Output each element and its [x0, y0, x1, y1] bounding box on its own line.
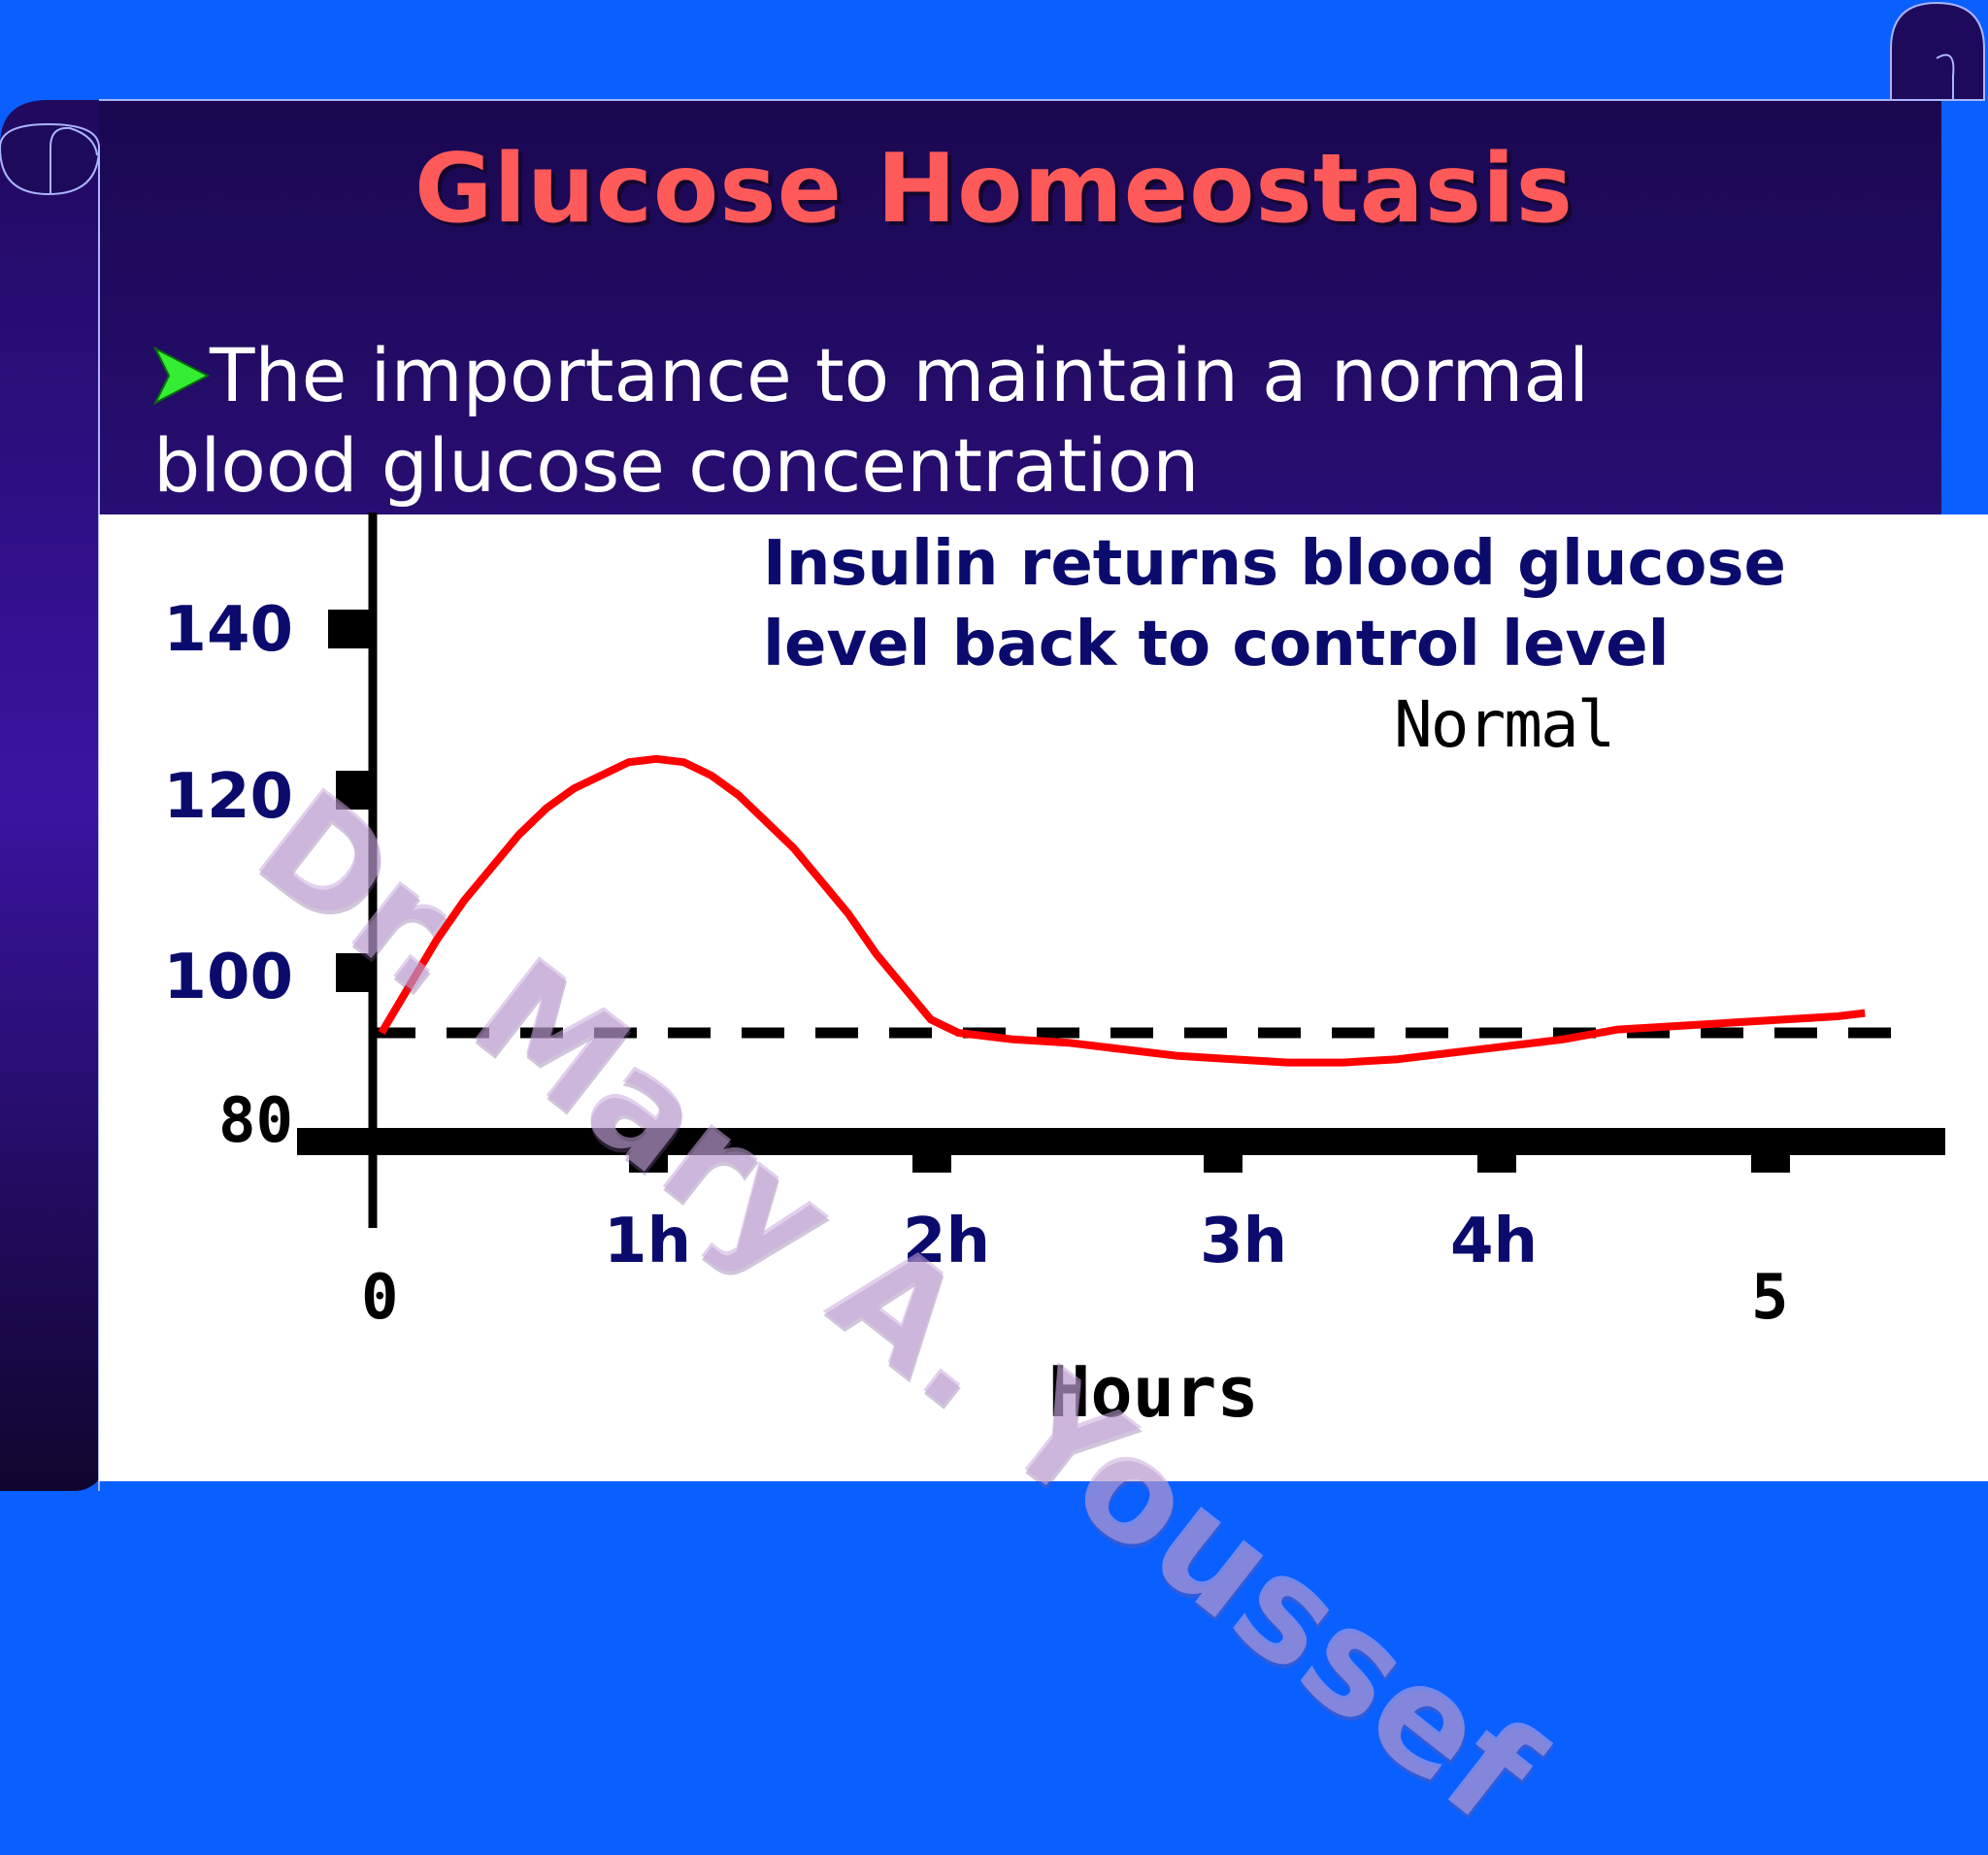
y-tick-mark-120	[336, 771, 373, 810]
x-axis-bar	[297, 1128, 1945, 1155]
x-tick-mark-3h	[1204, 1153, 1242, 1173]
x-tick-label-4h: 4h	[1450, 1206, 1539, 1277]
chart-axes	[297, 513, 1945, 1228]
x-tick-label-5: 5	[1751, 1262, 1789, 1334]
x-tick-mark-2h	[912, 1153, 951, 1173]
x-tick-label-0: 0	[361, 1262, 399, 1334]
slide-background	[0, 1, 1988, 1491]
glucose-curve-line	[378, 754, 1866, 1067]
y-tick-label-120: 120	[163, 761, 293, 833]
y-tick-label-80: 80	[217, 1085, 293, 1157]
bullet-text: The importance to maintain a normal bloo…	[153, 332, 1590, 509]
glucose-chart	[297, 513, 1945, 1228]
y-tick-mark-100	[336, 953, 373, 992]
x-tick-mark-5	[1751, 1153, 1790, 1173]
slide-title: Glucose Homeostasis	[414, 134, 1574, 245]
x-tick-mark-1h	[629, 1153, 668, 1173]
chart-ticks	[328, 610, 1790, 1173]
chart-annotation: Insulin returns blood glucose level back…	[763, 528, 1786, 680]
x-axis-title: Hours	[1048, 1351, 1259, 1433]
y-tick-mark-140	[328, 610, 373, 648]
bullet-arrow-icon	[153, 347, 210, 405]
x-tick-label-3h: 3h	[1200, 1206, 1288, 1277]
bullet-text-block: The importance to maintain a normal bloo…	[153, 330, 1804, 511]
normal-reference-label: Normal	[1394, 687, 1615, 762]
y-tick-label-140: 140	[163, 594, 293, 666]
x-tick-label-2h: 2h	[903, 1206, 991, 1277]
glucose-series	[378, 754, 1866, 1067]
x-tick-label-1h: 1h	[604, 1206, 692, 1277]
x-tick-mark-4h	[1477, 1153, 1516, 1173]
y-tick-label-100: 100	[163, 942, 293, 1013]
